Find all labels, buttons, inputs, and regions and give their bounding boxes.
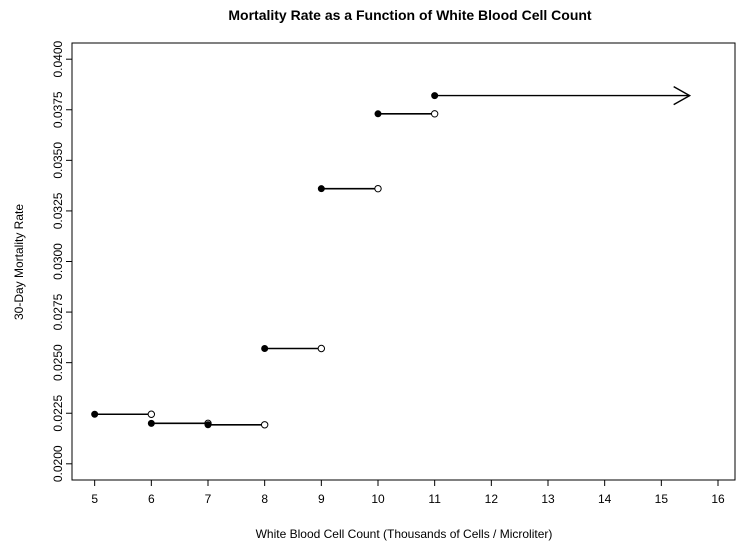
y-tick-label: 0.0200 [51,445,65,482]
x-tick-label: 14 [598,492,612,506]
closed-endpoint [204,421,212,429]
y-tick-label: 0.0350 [51,142,65,179]
y-tick-label: 0.0325 [51,192,65,229]
y-tick-label: 0.0250 [51,344,65,381]
y-tick-label: 0.0275 [51,293,65,330]
open-endpoint [147,410,156,418]
arrow-head [673,85,692,106]
open-endpoint [260,421,269,429]
closed-endpoint [431,92,439,100]
x-tick-label: 7 [205,492,212,506]
x-tick-label: 12 [485,492,499,506]
closed-endpoint [147,419,155,427]
y-tick-label: 0.0375 [51,91,65,128]
x-tick-label: 5 [91,492,98,506]
y-tick-label: 0.0225 [51,395,65,432]
x-axis: 5 6 7 8 9 10 11 12 13 14 15 16 [91,480,725,506]
x-axis-label: White Blood Cell Count (Thousands of Cel… [256,527,553,541]
x-tick-label: 11 [428,492,441,506]
y-tick-label: 0.0400 [51,41,65,78]
chart-title: Mortality Rate as a Function of White Bl… [228,7,592,23]
x-tick-label: 9 [318,492,325,506]
closed-endpoint [317,185,325,193]
y-axis-label: 30-Day Mortality Rate [12,204,26,320]
open-endpoint [374,184,382,193]
open-endpoint [317,344,326,353]
x-tick-label: 8 [261,492,268,506]
x-tick-label: 16 [711,492,725,506]
x-tick-label: 13 [541,492,555,506]
closed-endpoint [374,110,382,118]
x-tick-label: 15 [655,492,669,506]
plot-frame [71,42,736,481]
step-series [91,85,692,429]
x-tick-label: 6 [148,492,155,506]
y-axis: 0.0200 0.0225 0.0250 0.0275 0.0300 0.0325 0.03… [51,41,72,482]
closed-endpoint [261,344,269,352]
x-tick-label: 10 [371,492,385,506]
closed-endpoint [91,410,99,418]
open-endpoint [430,110,439,118]
y-tick-label: 0.0300 [51,243,65,280]
